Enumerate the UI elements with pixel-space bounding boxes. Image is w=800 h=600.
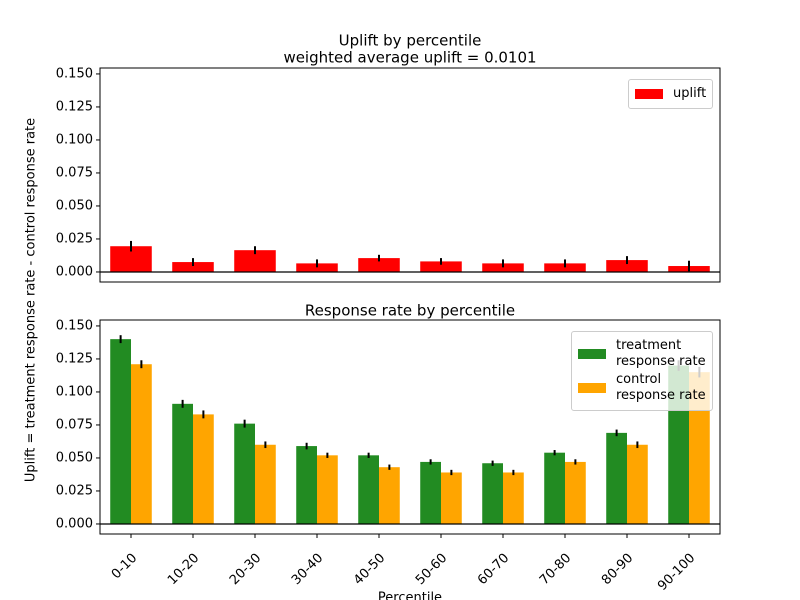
y-tick-label: 0.125 [56, 99, 93, 114]
bar [420, 461, 441, 524]
bar [441, 472, 462, 524]
bar [482, 463, 503, 524]
bar [234, 423, 255, 524]
bar [379, 467, 400, 524]
x-tick-label: 10-20 [165, 551, 202, 588]
x-tick-label: 0-10 [109, 551, 140, 582]
y-tick-label: 0.125 [56, 351, 93, 366]
x-tick-label: 30-40 [289, 551, 326, 588]
x-tick-label: 40-50 [351, 551, 388, 588]
bar [503, 472, 524, 524]
legend-label: control response rate [616, 372, 706, 403]
y-tick-label: 0.050 [56, 198, 93, 213]
chart-title: Response rate by percentile [305, 302, 515, 320]
x-tick-label: 60-70 [475, 551, 512, 588]
legend-item: uplift [635, 86, 706, 102]
y-tick-label: 0.000 [56, 516, 93, 531]
bar [420, 261, 462, 272]
y-tick-label: 0.150 [56, 66, 93, 81]
legend-label: uplift [673, 86, 707, 101]
y-tick-label: 0.000 [56, 264, 93, 279]
x-tick-label: 20-30 [227, 551, 264, 588]
bar [172, 262, 214, 272]
bar [565, 461, 586, 524]
y-tick-label: 0.025 [56, 483, 93, 498]
x-tick-label: 90-100 [655, 551, 698, 594]
legend-swatch [635, 89, 663, 99]
legend-item: control response rate [578, 372, 706, 404]
bar [317, 455, 338, 524]
y-tick-label: 0.025 [56, 231, 93, 246]
bar [255, 444, 276, 524]
x-tick-label: 50-60 [413, 551, 450, 588]
legend-swatch [578, 349, 606, 359]
legend: uplift [628, 79, 714, 109]
bar [606, 260, 648, 272]
bar [110, 339, 131, 524]
x-tick-label: 70-80 [537, 551, 574, 588]
bar [627, 444, 648, 524]
y-tick-label: 0.075 [56, 417, 93, 432]
x-axis-label: Percentile [378, 591, 442, 600]
bar [544, 263, 586, 272]
bar [358, 455, 379, 524]
chart-subtitle: weighted average uplift = 0.0101 [283, 49, 536, 67]
axes-frame [99, 319, 721, 535]
bar [544, 452, 565, 524]
y-tick-label: 0.100 [56, 132, 93, 147]
bar [358, 258, 400, 272]
bar [482, 263, 524, 272]
x-tick-label: 80-90 [599, 551, 636, 588]
bar [234, 250, 276, 272]
bar [296, 446, 317, 524]
bar [606, 432, 627, 524]
bar [296, 263, 338, 272]
legend-item: treatment response rate [578, 338, 706, 370]
y-tick-label: 0.050 [56, 450, 93, 465]
chart-title: Uplift by percentile [339, 32, 482, 50]
legend-swatch [578, 383, 606, 393]
bar [131, 364, 152, 524]
axes-frame [99, 67, 721, 283]
legend: treatment response rate control response … [571, 331, 713, 411]
y-tick-label: 0.150 [56, 318, 93, 333]
bar [172, 403, 193, 524]
y-tick-label: 0.100 [56, 384, 93, 399]
bar [193, 414, 214, 524]
y-axis-label: Uplift = treatment response rate - contr… [24, 118, 39, 482]
y-tick-label: 0.075 [56, 165, 93, 180]
legend-label: treatment response rate [616, 338, 706, 369]
